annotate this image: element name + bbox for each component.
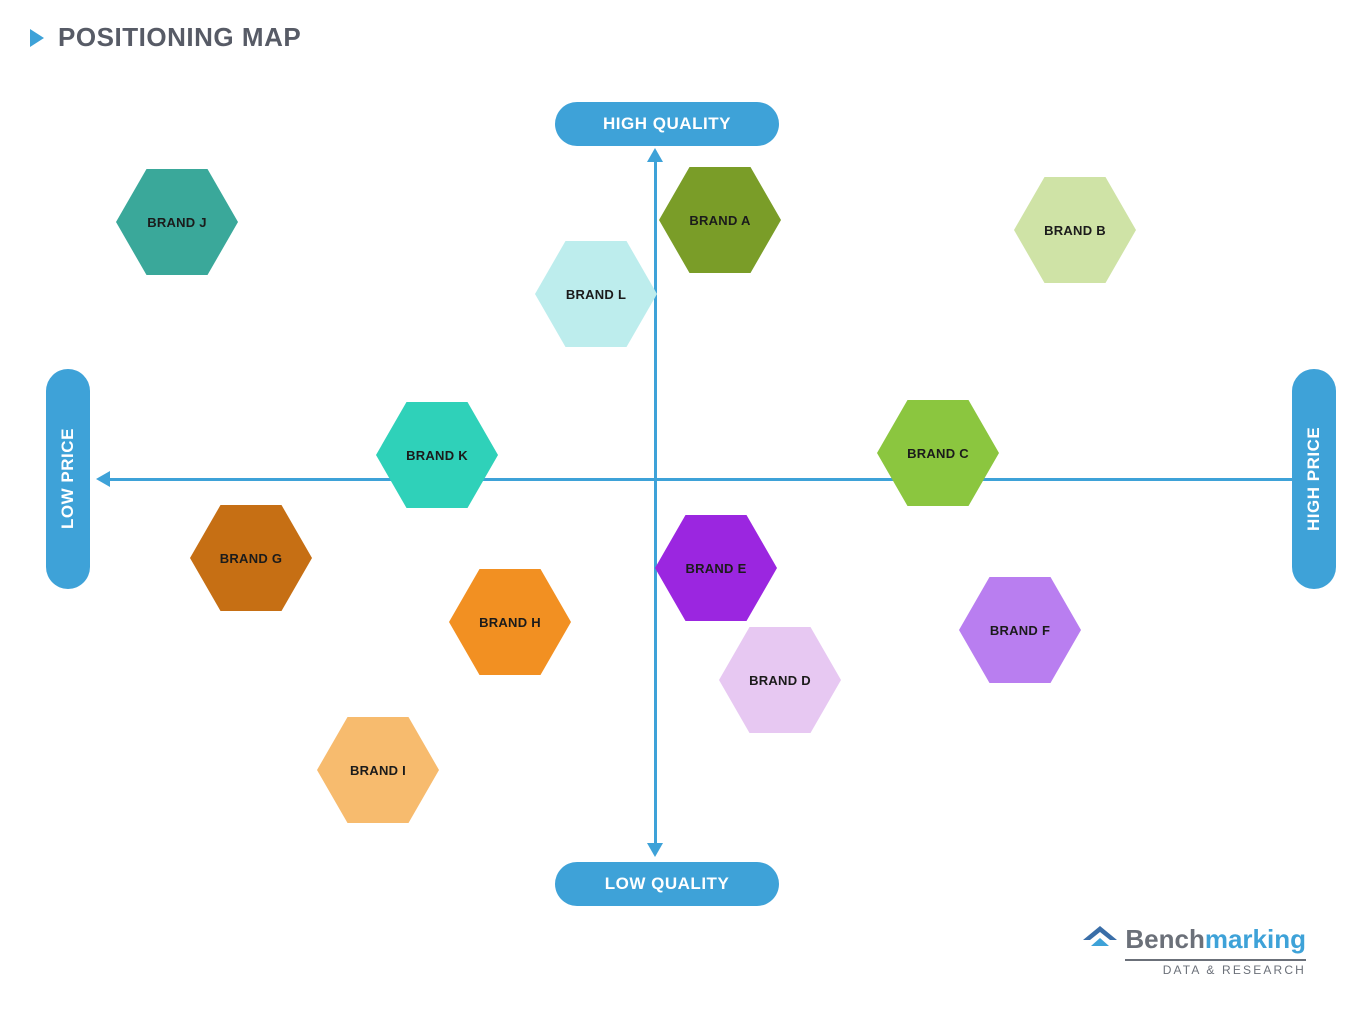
brand-h: BRAND H [449, 569, 571, 675]
brand-label: BRAND K [400, 448, 474, 463]
arrow-left-icon [96, 471, 110, 487]
axis-label-bottom: LOW QUALITY [555, 862, 779, 906]
title-marker-icon [30, 29, 44, 47]
brand-d: BRAND D [719, 627, 841, 733]
arrow-down-icon [647, 843, 663, 857]
logo-divider [1125, 959, 1306, 961]
axis-label-left: LOW PRICE [46, 369, 90, 589]
brand-label: BRAND I [344, 763, 412, 778]
brand-a: BRAND A [659, 167, 781, 273]
brand-e: BRAND E [655, 515, 777, 621]
logo-icon [1083, 926, 1117, 954]
brand-logo: Benchmarking DATA & RESEARCH [1083, 924, 1306, 977]
logo-top: Benchmarking [1083, 924, 1306, 955]
axis-label-top: HIGH QUALITY [555, 102, 779, 146]
brand-label: BRAND L [560, 287, 632, 302]
brand-label: BRAND D [743, 673, 817, 688]
page-title: POSITIONING MAP [58, 22, 301, 53]
brand-k: BRAND K [376, 402, 498, 508]
brand-c: BRAND C [877, 400, 999, 506]
brand-label: BRAND B [1038, 223, 1112, 238]
brand-j: BRAND J [116, 169, 238, 275]
brand-i: BRAND I [317, 717, 439, 823]
brand-label: BRAND H [473, 615, 547, 630]
logo-wordmark: Benchmarking [1125, 924, 1306, 955]
brand-g: BRAND G [190, 505, 312, 611]
x-axis [108, 478, 1295, 481]
logo-subtitle: DATA & RESEARCH [1083, 963, 1306, 977]
brand-label: BRAND E [679, 561, 752, 576]
axis-label-right: HIGH PRICE [1292, 369, 1336, 589]
logo-word-right: marking [1205, 924, 1306, 954]
arrow-up-icon [647, 148, 663, 162]
brand-label: BRAND G [214, 551, 289, 566]
page-title-row: POSITIONING MAP [30, 22, 301, 53]
brand-label: BRAND C [901, 446, 975, 461]
brand-f: BRAND F [959, 577, 1081, 683]
brand-label: BRAND F [984, 623, 1056, 638]
logo-word-left: Bench [1125, 924, 1204, 954]
brand-label: BRAND A [683, 213, 756, 228]
brand-b: BRAND B [1014, 177, 1136, 283]
brand-label: BRAND J [141, 215, 213, 230]
brand-l: BRAND L [535, 241, 657, 347]
